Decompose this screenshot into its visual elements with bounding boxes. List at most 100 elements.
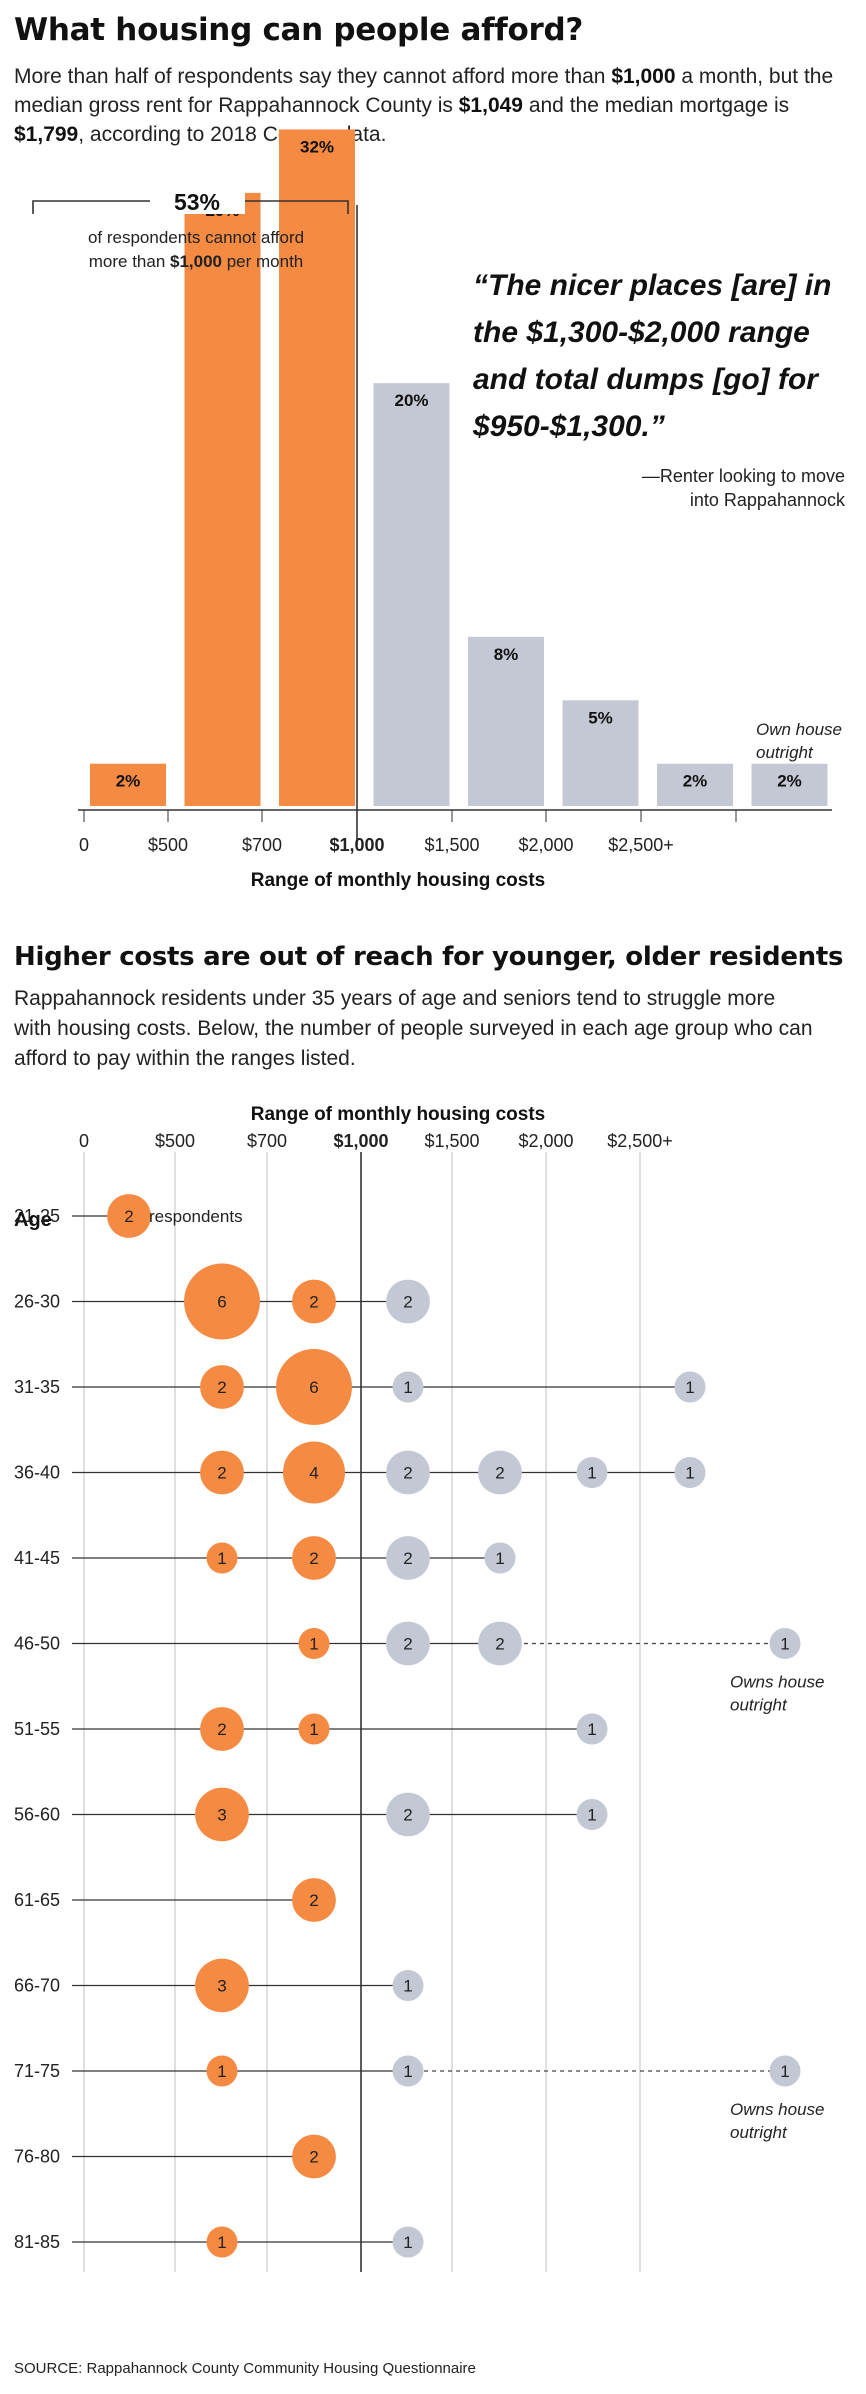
bubble-count-label: 1 bbox=[685, 1378, 694, 1397]
bubble-count-label: 1 bbox=[780, 1635, 789, 1654]
bubble-chart-plot: 0 $500 $700 $1,000 $1,500 $2,000 $2,500+ 21-25 2… bbox=[14, 1131, 825, 2272]
bubble-count-label: 1 bbox=[685, 1464, 694, 1483]
bubble bbox=[200, 1365, 244, 1409]
bracket-percent: 53% bbox=[174, 189, 220, 215]
bubble bbox=[206, 1542, 238, 1574]
bubble-count-label: 2 bbox=[217, 1720, 226, 1739]
bar-value-label: 2% bbox=[683, 772, 708, 791]
quote-line: and total dumps [go] for bbox=[473, 363, 820, 396]
bar bbox=[184, 192, 261, 806]
bubble bbox=[298, 1628, 330, 1659]
bubble bbox=[206, 2226, 238, 2258]
bar bbox=[279, 129, 355, 806]
age-label: 46-50 bbox=[14, 1634, 60, 1654]
bar-value-label: 2% bbox=[116, 772, 141, 791]
bubble-x-tick-label: $500 bbox=[155, 1131, 195, 1151]
quote-line: “The nicer places [are] in bbox=[473, 269, 831, 302]
quote-line: $950-$1,300.” bbox=[472, 410, 665, 443]
bubble bbox=[392, 2226, 424, 2258]
intro-bold-1000: $1,000 bbox=[611, 65, 676, 88]
bar-chart: 2%29%32%20%8%5%2%2%0$500$700$1,000$1,500… bbox=[32, 129, 846, 891]
bubble-count-label: 1 bbox=[780, 2062, 789, 2081]
age-label: 26-30 bbox=[14, 1292, 60, 1312]
owns-house-label: Owns house bbox=[730, 2100, 825, 2119]
bubble bbox=[392, 2055, 424, 2087]
bubble-count-label: 1 bbox=[403, 2062, 412, 2081]
bar-value-label: 20% bbox=[394, 391, 428, 410]
age-label: 51-55 bbox=[14, 1719, 60, 1739]
bubble bbox=[576, 1713, 608, 1745]
source-note: SOURCE: Rappahannock County Community Ho… bbox=[14, 2360, 476, 2377]
bar-x-tick-label: $500 bbox=[148, 835, 188, 855]
bubble bbox=[386, 1792, 430, 1837]
bar-value-label: 32% bbox=[300, 137, 334, 156]
bubble bbox=[200, 1450, 244, 1495]
bubble-count-label: 2 bbox=[403, 1293, 412, 1312]
bubble-count-label: 1 bbox=[587, 1720, 596, 1739]
bubble-count-label: 6 bbox=[309, 1378, 318, 1397]
bubble bbox=[386, 1536, 430, 1580]
bubble-count-label: 2 bbox=[309, 1891, 318, 1910]
section-intro: Rappahannock residents under 35 years of… bbox=[14, 987, 813, 1070]
bubble-count-label: 2 bbox=[217, 1378, 226, 1397]
bubble-count-label: 2 bbox=[309, 1293, 318, 1312]
bubble-x-tick-label: $1,500 bbox=[424, 1131, 479, 1151]
age-label: 56-60 bbox=[14, 1805, 60, 1825]
bubble bbox=[292, 2134, 336, 2179]
bubble bbox=[283, 1441, 345, 1504]
bubble-count-label: 1 bbox=[495, 1549, 504, 1568]
bubble-x-tick-label: $2,000 bbox=[518, 1131, 573, 1151]
bubble-x-tick-label: $1,000 bbox=[333, 1131, 388, 1151]
intro-bold-rent: $1,049 bbox=[458, 94, 523, 117]
bubble-count-label: 3 bbox=[217, 1806, 226, 1825]
age-label: 41-45 bbox=[14, 1548, 60, 1568]
bar bbox=[90, 763, 166, 806]
bracket-line-1: of respondents cannot afford bbox=[88, 228, 304, 247]
bubble-x-axis-title: Range of monthly housing costs bbox=[251, 1104, 546, 1125]
bracket-line-2-text: more than bbox=[89, 252, 170, 271]
bubble bbox=[576, 1799, 608, 1830]
age-label: 21-25 bbox=[14, 1206, 60, 1226]
bubble-count-label: 1 bbox=[587, 1464, 596, 1483]
owns-house-label: Owns house bbox=[730, 1673, 825, 1692]
bubble-x-tick-label: 0 bbox=[79, 1131, 89, 1151]
bubble bbox=[276, 1349, 352, 1425]
bubble bbox=[392, 1970, 424, 2001]
bracket-line-2: more than $1,000 per month bbox=[89, 252, 304, 271]
bubble-count-label: 2 bbox=[124, 1207, 133, 1226]
quote-attribution: —Renter looking to move bbox=[642, 466, 845, 486]
bubble bbox=[576, 1457, 608, 1488]
bar-x-tick-label: $1,500 bbox=[424, 835, 479, 855]
bubble bbox=[769, 1628, 801, 1659]
bubble-respondents-label: respondents bbox=[149, 1207, 243, 1226]
bar bbox=[562, 700, 639, 806]
bubble bbox=[674, 1371, 706, 1403]
intro-text: More than half of respondents say they c… bbox=[14, 65, 612, 88]
bubble-x-tick-label: $700 bbox=[247, 1131, 287, 1151]
intro-text: and the median mortgage is bbox=[522, 94, 790, 117]
bubble-count-label: 1 bbox=[403, 1378, 412, 1397]
bar bbox=[468, 636, 544, 806]
bubble-chart: Range of monthly housing costs Age 0 $500… bbox=[14, 1104, 825, 2272]
bubble-count-label: 2 bbox=[403, 1549, 412, 1568]
bubble-count-label: 2 bbox=[403, 1464, 412, 1483]
bar-value-label: 8% bbox=[494, 645, 519, 664]
bubble-count-label: 6 bbox=[217, 1293, 226, 1312]
bar-x-tick-label: $1,000 bbox=[329, 835, 384, 855]
age-label: 61-65 bbox=[14, 1890, 60, 1910]
bubble bbox=[298, 1713, 330, 1745]
bar bbox=[373, 383, 450, 806]
own-house-label: outright bbox=[756, 743, 814, 762]
bubble-count-label: 1 bbox=[217, 1549, 226, 1568]
own-house-label: Own house bbox=[756, 720, 842, 739]
quote-line: the $1,300-$2,000 range bbox=[473, 316, 810, 349]
bracket-label-bg bbox=[150, 190, 245, 214]
bubble bbox=[292, 1536, 336, 1580]
bar-x-tick-label: 0 bbox=[79, 835, 89, 855]
bar bbox=[657, 763, 733, 806]
age-label: 36-40 bbox=[14, 1463, 60, 1483]
bubble bbox=[478, 1621, 522, 1666]
age-label: 66-70 bbox=[14, 1976, 60, 1996]
age-label: 81-85 bbox=[14, 2232, 60, 2252]
age-axis-title: Age bbox=[14, 1209, 52, 1231]
